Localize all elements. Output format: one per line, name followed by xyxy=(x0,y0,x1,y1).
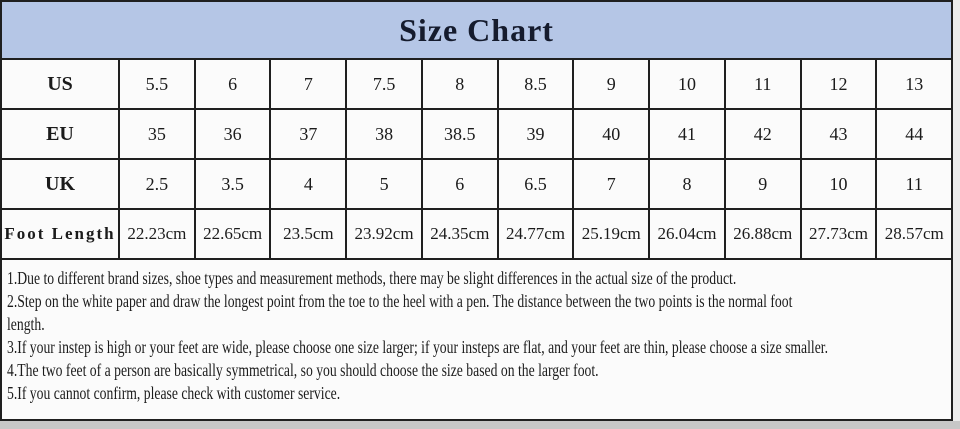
size-cell: 2.5 xyxy=(120,160,196,208)
note-line: 2.Step on the white paper and draw the l… xyxy=(7,291,793,311)
size-cell: 7.5 xyxy=(347,60,423,108)
size-cell: 9 xyxy=(574,60,651,108)
size-cell: 6 xyxy=(195,60,272,108)
size-cell: 28.57cm xyxy=(877,210,952,258)
size-cell: 35 xyxy=(120,110,196,158)
size-cell: 7 xyxy=(271,60,348,108)
size-cell: 43 xyxy=(801,110,878,158)
size-cell: 8 xyxy=(422,60,499,108)
row-label: UK xyxy=(2,160,120,208)
row-label: Foot Length xyxy=(2,210,120,258)
size-cell: 26.04cm xyxy=(650,210,726,258)
size-cell: 37 xyxy=(271,110,348,158)
table-row: UK 2.5 3.5 4 5 6 6.5 7 8 9 10 11 xyxy=(2,160,952,210)
size-cell: 23.92cm xyxy=(347,210,423,258)
row-label: US xyxy=(2,60,120,108)
size-cell: 8 xyxy=(650,160,726,208)
size-cell: 4 xyxy=(271,160,348,208)
size-cell: 23.5cm xyxy=(271,210,348,258)
size-cell: 22.65cm xyxy=(195,210,272,258)
note-line: 3.If your instep is high or your feet ar… xyxy=(7,337,829,357)
size-cell: 10 xyxy=(650,60,726,108)
size-cell: 9 xyxy=(725,160,802,208)
size-cell: 13 xyxy=(877,60,952,108)
size-cell: 6 xyxy=(422,160,499,208)
notes-section: 1.Due to different brand sizes, shoe typ… xyxy=(2,260,951,417)
size-cell: 25.19cm xyxy=(574,210,651,258)
size-cell: 27.73cm xyxy=(801,210,878,258)
size-cell: 44 xyxy=(877,110,952,158)
size-cell: 38.5 xyxy=(422,110,499,158)
size-cell: 5.5 xyxy=(120,60,196,108)
size-cell: 40 xyxy=(574,110,651,158)
size-cell: 22.23cm xyxy=(120,210,196,258)
size-cell: 3.5 xyxy=(195,160,272,208)
size-cell: 36 xyxy=(195,110,272,158)
size-table-rows: US 5.5 6 7 7.5 8 8.5 9 10 11 12 13 EU 35 36 37 38 38.5… xyxy=(2,60,952,260)
table-row: Foot Length 22.23cm 22.65cm 23.5cm 23.92cm 2… xyxy=(2,210,952,260)
size-cell: 11 xyxy=(725,60,802,108)
size-cell: 42 xyxy=(725,110,802,158)
size-cell: 26.88cm xyxy=(725,210,802,258)
bottom-edge-strip xyxy=(0,421,960,429)
size-cell: 10 xyxy=(801,160,878,208)
size-chart-table: Size Chart US 5.5 6 7 7.5 8 8.5 9 10 11 12 13 EU 3… xyxy=(0,0,953,421)
note-line: 4.The two feet of a person are basically… xyxy=(7,360,599,380)
size-cell: 38 xyxy=(347,110,423,158)
size-cell: 24.35cm xyxy=(422,210,499,258)
row-label: EU xyxy=(2,110,120,158)
size-cell: 41 xyxy=(650,110,726,158)
size-cell: 39 xyxy=(498,110,575,158)
page-title: Size Chart xyxy=(399,11,554,48)
size-cell: 8.5 xyxy=(498,60,575,108)
size-cell: 11 xyxy=(877,160,952,208)
size-cell: 12 xyxy=(801,60,878,108)
size-cell: 24.77cm xyxy=(498,210,575,258)
note-line: length. xyxy=(7,314,45,334)
size-chart-header: Size Chart xyxy=(2,2,951,60)
size-cell: 6.5 xyxy=(498,160,575,208)
table-row: US 5.5 6 7 7.5 8 8.5 9 10 11 12 13 xyxy=(2,60,952,110)
note-line: 5.If you cannot confirm, please check wi… xyxy=(7,383,341,403)
table-row: EU 35 36 37 38 38.5 39 40 41 42 43 44 xyxy=(2,110,952,160)
note-line: 1.Due to different brand sizes, shoe typ… xyxy=(7,268,737,288)
size-cell: 7 xyxy=(574,160,651,208)
size-cell: 5 xyxy=(347,160,423,208)
